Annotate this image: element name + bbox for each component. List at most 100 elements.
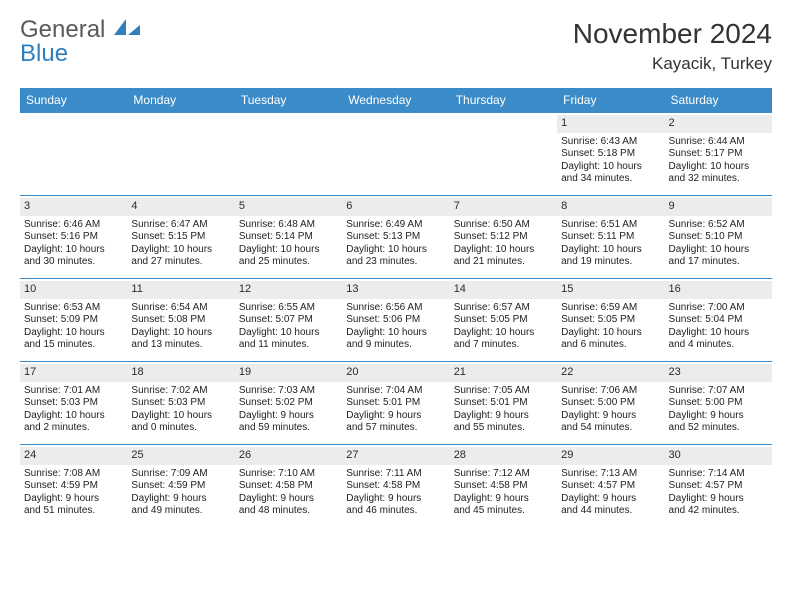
day-info-line: and 55 minutes. bbox=[454, 422, 553, 435]
day-info-line: Sunset: 4:58 PM bbox=[454, 480, 553, 493]
day-number: 14 bbox=[450, 281, 557, 299]
day-info-line: Sunset: 5:10 PM bbox=[669, 231, 768, 244]
day-number: 23 bbox=[665, 364, 772, 382]
day-info-line: Daylight: 9 hours bbox=[669, 410, 768, 423]
day-cell: 9Sunrise: 6:52 AMSunset: 5:10 PMDaylight… bbox=[665, 196, 772, 278]
day-info-line: Sunrise: 6:50 AM bbox=[454, 219, 553, 232]
day-number: 22 bbox=[557, 364, 664, 382]
day-number: 16 bbox=[665, 281, 772, 299]
day-cell: 6Sunrise: 6:49 AMSunset: 5:13 PMDaylight… bbox=[342, 196, 449, 278]
day-info-line: and 7 minutes. bbox=[454, 339, 553, 352]
day-info-line: Sunset: 5:17 PM bbox=[669, 148, 768, 161]
day-number: 11 bbox=[127, 281, 234, 299]
day-cell: 22Sunrise: 7:06 AMSunset: 5:00 PMDayligh… bbox=[557, 362, 664, 444]
day-info-line: and 32 minutes. bbox=[669, 173, 768, 186]
day-info-line: Daylight: 10 hours bbox=[24, 327, 123, 340]
title-block: November 2024 Kayacik, Turkey bbox=[573, 18, 772, 74]
day-info-line: Sunrise: 6:52 AM bbox=[669, 219, 768, 232]
day-cell bbox=[450, 113, 557, 195]
day-info-line: and 54 minutes. bbox=[561, 422, 660, 435]
calendar-grid: 1Sunrise: 6:43 AMSunset: 5:18 PMDaylight… bbox=[20, 112, 772, 527]
day-info-line: Sunrise: 6:59 AM bbox=[561, 302, 660, 315]
day-info-line: Daylight: 9 hours bbox=[131, 493, 230, 506]
day-info-line: Daylight: 10 hours bbox=[239, 244, 338, 257]
day-cell: 4Sunrise: 6:47 AMSunset: 5:15 PMDaylight… bbox=[127, 196, 234, 278]
day-number: 6 bbox=[342, 198, 449, 216]
day-info-line: Sunrise: 7:08 AM bbox=[24, 468, 123, 481]
month-title: November 2024 bbox=[573, 18, 772, 50]
day-cell: 30Sunrise: 7:14 AMSunset: 4:57 PMDayligh… bbox=[665, 445, 772, 527]
day-info-line: Sunset: 5:16 PM bbox=[24, 231, 123, 244]
day-info-line: Daylight: 9 hours bbox=[346, 410, 445, 423]
day-info-line: Sunrise: 7:02 AM bbox=[131, 385, 230, 398]
day-cell: 17Sunrise: 7:01 AMSunset: 5:03 PMDayligh… bbox=[20, 362, 127, 444]
day-info-line: Sunrise: 6:55 AM bbox=[239, 302, 338, 315]
day-number: 17 bbox=[20, 364, 127, 382]
day-cell: 7Sunrise: 6:50 AMSunset: 5:12 PMDaylight… bbox=[450, 196, 557, 278]
day-cell: 12Sunrise: 6:55 AMSunset: 5:07 PMDayligh… bbox=[235, 279, 342, 361]
day-cell: 11Sunrise: 6:54 AMSunset: 5:08 PMDayligh… bbox=[127, 279, 234, 361]
weekday-wed: Wednesday bbox=[342, 88, 449, 112]
location: Kayacik, Turkey bbox=[573, 54, 772, 74]
day-cell: 23Sunrise: 7:07 AMSunset: 5:00 PMDayligh… bbox=[665, 362, 772, 444]
day-info-line: Sunrise: 7:05 AM bbox=[454, 385, 553, 398]
day-info-line: Sunset: 5:05 PM bbox=[454, 314, 553, 327]
day-info-line: and 45 minutes. bbox=[454, 505, 553, 518]
day-number: 25 bbox=[127, 447, 234, 465]
day-info-line: Daylight: 10 hours bbox=[669, 327, 768, 340]
day-number: 20 bbox=[342, 364, 449, 382]
day-info-line: Sunset: 5:01 PM bbox=[454, 397, 553, 410]
day-info-line: Daylight: 10 hours bbox=[561, 244, 660, 257]
day-info-line: Sunrise: 6:51 AM bbox=[561, 219, 660, 232]
day-info-line: Sunrise: 7:13 AM bbox=[561, 468, 660, 481]
day-cell bbox=[127, 113, 234, 195]
logo-text: General Blue bbox=[20, 18, 140, 66]
day-number: 1 bbox=[557, 115, 664, 133]
day-cell: 21Sunrise: 7:05 AMSunset: 5:01 PMDayligh… bbox=[450, 362, 557, 444]
day-info-line: Daylight: 9 hours bbox=[561, 410, 660, 423]
day-number: 12 bbox=[235, 281, 342, 299]
day-info-line: Sunset: 5:09 PM bbox=[24, 314, 123, 327]
weekday-sun: Sunday bbox=[20, 88, 127, 112]
day-info-line: Sunset: 5:00 PM bbox=[561, 397, 660, 410]
day-number: 10 bbox=[20, 281, 127, 299]
day-cell bbox=[235, 113, 342, 195]
day-cell: 16Sunrise: 7:00 AMSunset: 5:04 PMDayligh… bbox=[665, 279, 772, 361]
day-info-line: Sunset: 5:05 PM bbox=[561, 314, 660, 327]
header: General Blue November 2024 Kayacik, Turk… bbox=[20, 18, 772, 74]
day-info-line: Daylight: 10 hours bbox=[669, 161, 768, 174]
day-info-line: Sunset: 4:59 PM bbox=[131, 480, 230, 493]
day-cell: 20Sunrise: 7:04 AMSunset: 5:01 PMDayligh… bbox=[342, 362, 449, 444]
day-info-line: Daylight: 9 hours bbox=[239, 493, 338, 506]
day-info-line: Sunrise: 6:44 AM bbox=[669, 136, 768, 149]
day-info-line: Sunset: 5:13 PM bbox=[346, 231, 445, 244]
day-info-line: Sunrise: 7:03 AM bbox=[239, 385, 338, 398]
day-info-line: Sunset: 5:08 PM bbox=[131, 314, 230, 327]
day-info-line: Sunrise: 7:01 AM bbox=[24, 385, 123, 398]
day-info-line: Daylight: 10 hours bbox=[239, 327, 338, 340]
day-number: 24 bbox=[20, 447, 127, 465]
day-info-line: Sunrise: 7:10 AM bbox=[239, 468, 338, 481]
day-info-line: and 23 minutes. bbox=[346, 256, 445, 269]
day-info-line: Sunset: 4:57 PM bbox=[669, 480, 768, 493]
weekday-mon: Monday bbox=[127, 88, 234, 112]
day-info-line: Daylight: 9 hours bbox=[454, 493, 553, 506]
logo: General Blue bbox=[20, 18, 140, 66]
logo-sail-icon bbox=[114, 24, 140, 41]
day-info-line: and 27 minutes. bbox=[131, 256, 230, 269]
day-info-line: Sunset: 5:01 PM bbox=[346, 397, 445, 410]
day-info-line: Sunset: 5:02 PM bbox=[239, 397, 338, 410]
day-cell: 14Sunrise: 6:57 AMSunset: 5:05 PMDayligh… bbox=[450, 279, 557, 361]
day-cell: 25Sunrise: 7:09 AMSunset: 4:59 PMDayligh… bbox=[127, 445, 234, 527]
day-info-line: and 49 minutes. bbox=[131, 505, 230, 518]
day-cell: 27Sunrise: 7:11 AMSunset: 4:58 PMDayligh… bbox=[342, 445, 449, 527]
day-info-line: and 51 minutes. bbox=[24, 505, 123, 518]
day-cell: 15Sunrise: 6:59 AMSunset: 5:05 PMDayligh… bbox=[557, 279, 664, 361]
weekday-fri: Friday bbox=[557, 88, 664, 112]
day-info-line: Sunset: 4:57 PM bbox=[561, 480, 660, 493]
day-cell: 3Sunrise: 6:46 AMSunset: 5:16 PMDaylight… bbox=[20, 196, 127, 278]
weekday-sat: Saturday bbox=[665, 88, 772, 112]
day-info-line: and 19 minutes. bbox=[561, 256, 660, 269]
day-info-line: Sunrise: 6:57 AM bbox=[454, 302, 553, 315]
day-number: 30 bbox=[665, 447, 772, 465]
